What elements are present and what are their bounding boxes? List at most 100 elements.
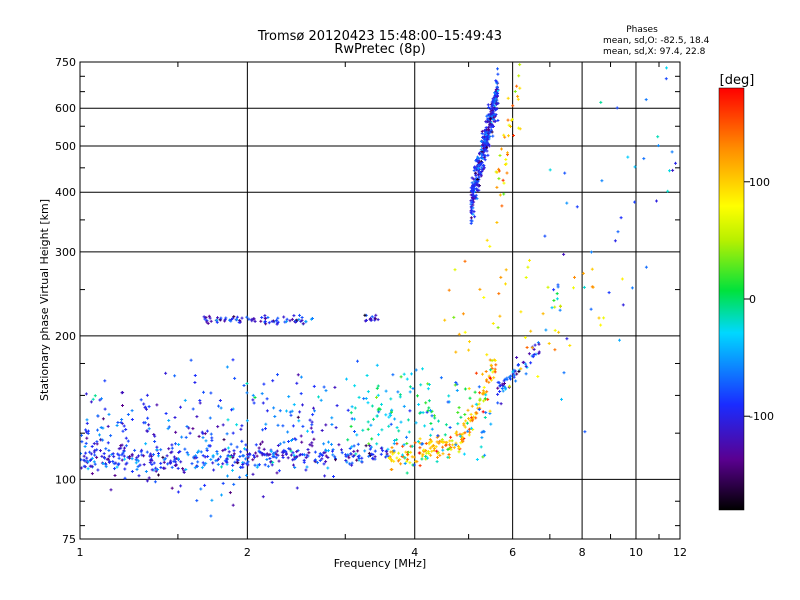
data-point: [598, 316, 600, 320]
data-point: [175, 463, 177, 467]
data-point: [657, 144, 659, 148]
data-point: [377, 318, 379, 322]
data-point: [488, 128, 490, 132]
data-point: [510, 374, 512, 378]
data-point: [183, 471, 185, 474]
data-point: [535, 352, 537, 356]
data-point: [507, 151, 508, 155]
data-point: [311, 441, 313, 445]
data-point: [532, 355, 534, 359]
data-point: [478, 188, 480, 192]
data-point: [621, 277, 623, 281]
data-point: [489, 144, 491, 148]
data-point: [514, 90, 516, 93]
data-point: [563, 252, 565, 256]
data-point: [428, 442, 430, 446]
data-point: [631, 286, 633, 290]
data-point: [237, 458, 239, 462]
data-point: [242, 461, 243, 465]
data-point: [478, 161, 480, 164]
data-point: [121, 418, 123, 421]
data-point: [537, 341, 539, 345]
data-point: [197, 460, 199, 464]
data-point: [204, 483, 206, 487]
data-point: [100, 449, 101, 453]
data-point: [260, 442, 261, 446]
data-point: [399, 395, 401, 399]
data-point: [419, 411, 421, 415]
data-point: [420, 411, 422, 414]
data-point: [487, 397, 489, 401]
data-point: [229, 318, 230, 322]
data-point: [489, 131, 491, 135]
data-point: [354, 384, 356, 388]
data-point: [464, 425, 466, 429]
data-point: [307, 429, 308, 433]
data-point: [369, 444, 371, 448]
data-point: [158, 452, 159, 455]
data-point: [345, 454, 347, 458]
data-point: [440, 440, 442, 443]
data-point: [517, 363, 519, 366]
data-point: [490, 123, 492, 127]
data-point: [246, 462, 248, 466]
data-point: [431, 427, 433, 431]
data-point: [93, 460, 95, 464]
data-point: [403, 372, 405, 376]
data-point: [108, 412, 110, 416]
data-point: [449, 426, 451, 429]
data-point: [173, 455, 175, 459]
data-point: [182, 467, 184, 471]
data-point: [305, 468, 307, 472]
data-point: [367, 427, 369, 431]
data-point: [400, 420, 402, 424]
data-point: [504, 377, 506, 381]
data-point: [143, 463, 145, 467]
data-point: [375, 313, 377, 317]
data-point: [190, 358, 192, 362]
data-point: [490, 368, 492, 372]
data-point: [486, 117, 488, 121]
data-point: [206, 320, 208, 324]
data-point: [524, 336, 526, 340]
data-point: [484, 139, 486, 143]
data-point: [431, 414, 433, 418]
data-point: [396, 426, 398, 430]
data-point: [224, 318, 226, 322]
data-point: [288, 440, 289, 443]
data-point: [160, 448, 162, 452]
data-point: [385, 413, 387, 417]
data-point: [298, 419, 300, 423]
data-point: [105, 465, 107, 469]
data-point: [287, 456, 289, 460]
data-point: [486, 114, 488, 118]
data-point: [478, 408, 480, 411]
data-point: [87, 460, 89, 464]
data-point: [407, 457, 409, 461]
data-point: [471, 181, 473, 185]
data-point: [505, 282, 506, 286]
data-point: [253, 453, 255, 457]
data-point: [474, 189, 475, 193]
data-point: [313, 437, 315, 441]
data-point: [233, 452, 235, 456]
data-point: [429, 446, 431, 450]
data-point: [361, 456, 363, 460]
data-point: [176, 457, 178, 460]
data-point: [600, 323, 602, 327]
data-point: [232, 503, 234, 507]
data-point: [475, 416, 477, 420]
data-point: [297, 415, 299, 419]
data-point: [86, 418, 88, 422]
data-point: [138, 454, 139, 458]
data-point: [470, 412, 472, 416]
data-point: [371, 437, 373, 441]
data-point: [200, 450, 202, 454]
data-point: [272, 460, 274, 464]
data-point: [645, 98, 647, 102]
data-point: [526, 365, 528, 369]
data-point: [365, 397, 367, 400]
data-point: [136, 458, 138, 462]
data-point: [291, 317, 293, 321]
data-point: [491, 100, 493, 104]
